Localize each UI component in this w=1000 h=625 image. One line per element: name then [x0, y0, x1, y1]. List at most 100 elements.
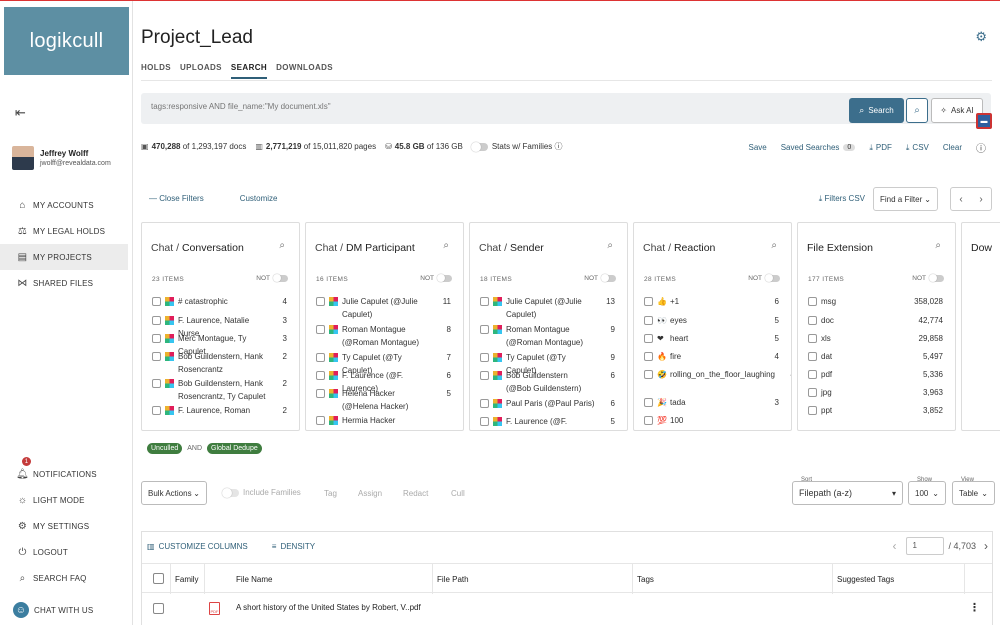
- find-filter-select[interactable]: Find a Filter ⌄: [873, 187, 938, 211]
- csv-export-link[interactable]: ⤓ CSV: [905, 142, 929, 153]
- help-icon[interactable]: ⓘ: [554, 142, 563, 151]
- filter-option[interactable]: doc 42,774: [808, 314, 943, 327]
- filter-checkbox[interactable]: [480, 371, 489, 380]
- extension-icon[interactable]: ▬: [976, 113, 992, 129]
- filter-option[interactable]: Merc Montague, Ty Capulet 3: [152, 332, 287, 358]
- filter-option[interactable]: xls 29,858: [808, 332, 943, 345]
- filter-checkbox[interactable]: [152, 352, 161, 361]
- filter-checkbox[interactable]: [808, 297, 817, 306]
- save-link[interactable]: Save: [748, 143, 767, 152]
- filter-option[interactable]: F. Laurence, Roman 2: [152, 404, 287, 417]
- filter-checkbox[interactable]: [808, 334, 817, 343]
- column-suggested-tags[interactable]: Suggested Tags: [837, 575, 895, 584]
- cull-button[interactable]: Cull: [451, 489, 465, 498]
- filter-checkbox[interactable]: [644, 398, 653, 407]
- select-all-checkbox[interactable]: [153, 573, 164, 584]
- row-menu-icon[interactable]: ⋮: [969, 602, 980, 614]
- filter-option[interactable]: 🎉 tada 3: [644, 396, 779, 409]
- filter-option[interactable]: 🔥 fire 4: [644, 350, 779, 363]
- logikcull-logo[interactable]: logikcull: [4, 7, 129, 75]
- filter-option[interactable]: 💯 100: [644, 414, 779, 427]
- filter-option[interactable]: 👍 +1 6: [644, 295, 779, 308]
- include-families-toggle[interactable]: Include Families: [222, 487, 301, 498]
- ask-ai-button[interactable]: ✧ Ask AI: [931, 98, 983, 123]
- nav-notifications[interactable]: 🔔︎ 1 NOTIFICATIONS: [16, 457, 97, 480]
- search-input[interactable]: [151, 102, 751, 111]
- tab-search[interactable]: SEARCH: [230, 63, 268, 79]
- filter-checkbox[interactable]: [316, 297, 325, 306]
- nav-shared-files[interactable]: ⋈ SHARED FILES: [17, 277, 94, 289]
- filter-option[interactable]: Ty Capulet (@Ty Capulet) 9: [480, 351, 615, 377]
- nav-my-legal-holds[interactable]: ⚖ MY LEGAL HOLDS: [17, 225, 106, 237]
- filter-checkbox[interactable]: [316, 325, 325, 334]
- filter-checkbox[interactable]: [644, 370, 653, 379]
- filter-checkbox[interactable]: [808, 406, 817, 415]
- filter-option[interactable]: F. Laurence (@F. Laurence) 6: [316, 369, 451, 395]
- filter-checkbox[interactable]: [480, 325, 489, 334]
- sort-select[interactable]: Sort Filepath (a-z) ▾: [792, 477, 903, 505]
- collapse-icon[interactable]: ⇤: [15, 105, 26, 120]
- filter-chip-unculled[interactable]: Unculled: [147, 443, 183, 454]
- assign-button[interactable]: Assign: [358, 489, 383, 498]
- nav-chat-with-us[interactable]: ☺ CHAT WITH US: [0, 597, 128, 623]
- filter-checkbox[interactable]: [808, 370, 817, 379]
- redact-button[interactable]: Redact: [403, 489, 429, 498]
- filter-search-icon[interactable]: ⌕: [279, 240, 285, 251]
- close-filters-link[interactable]: — Close Filters: [149, 194, 204, 203]
- filter-chip-global-dedupe[interactable]: Global Dedupe: [207, 443, 262, 454]
- page-input[interactable]: 1: [906, 537, 945, 555]
- customize-filters-link[interactable]: Customize: [239, 194, 278, 203]
- filter-checkbox[interactable]: [152, 379, 161, 388]
- not-toggle[interactable]: NOT: [420, 274, 452, 282]
- chevron-right-icon[interactable]: ›: [984, 539, 988, 553]
- not-toggle[interactable]: NOT: [912, 274, 944, 282]
- filter-option[interactable]: 👀 eyes 5: [644, 314, 779, 327]
- filters-csv-link[interactable]: ⤓ Filters CSV: [818, 194, 865, 203]
- filter-option[interactable]: Paul Paris (@Paul Paris) 6: [480, 397, 615, 410]
- filter-option[interactable]: Julie Capulet (@Julie Capulet) 13: [480, 295, 615, 321]
- customize-columns-button[interactable]: ▥ CUSTOMIZE COLUMNS: [147, 541, 248, 551]
- filter-option[interactable]: 🤣rolling_on_the_floor_laughing4: [644, 368, 791, 381]
- density-button[interactable]: ≡ DENSITY: [271, 541, 316, 551]
- filter-checkbox[interactable]: [644, 297, 653, 306]
- bulk-actions-select[interactable]: Bulk Actions ⌄: [141, 481, 207, 505]
- filter-checkbox[interactable]: [152, 316, 161, 325]
- filter-option[interactable]: # catastrophic 4: [152, 295, 287, 308]
- filter-option[interactable]: Bob Guildenstern, Hank Rosencrantz 2: [152, 350, 287, 376]
- row-checkbox[interactable]: [153, 603, 164, 614]
- help-icon[interactable]: ⓘ: [976, 144, 986, 155]
- query-builder-button[interactable]: ⌕: [906, 98, 928, 123]
- tag-button[interactable]: Tag: [324, 489, 337, 498]
- filter-checkbox[interactable]: [480, 417, 489, 426]
- column-file-path[interactable]: File Path: [437, 575, 469, 584]
- filter-checkbox[interactable]: [808, 352, 817, 361]
- filter-checkbox[interactable]: [808, 388, 817, 397]
- filter-option[interactable]: F. Laurence (@F. Laurence) 5: [480, 415, 615, 430]
- filter-checkbox[interactable]: [480, 353, 489, 362]
- filter-option[interactable]: ppt 3,852: [808, 404, 943, 417]
- nav-my-accounts[interactable]: ⌂ MY ACCOUNTS: [0, 192, 128, 218]
- filter-option[interactable]: Bob Guildenstern (@Bob Guildenstern) 6: [480, 369, 615, 395]
- clear-link[interactable]: Clear: [942, 143, 962, 152]
- user-profile[interactable]: Jeffrey Wolff jwolff@revealdata.com: [12, 146, 111, 170]
- filter-option[interactable]: Ty Capulet (@Ty Capulet) 7: [316, 351, 451, 377]
- filter-checkbox[interactable]: [316, 389, 325, 398]
- filter-checkbox[interactable]: [480, 297, 489, 306]
- filter-option[interactable]: dat 5,497: [808, 350, 943, 363]
- not-toggle[interactable]: NOT: [748, 274, 780, 282]
- filter-option[interactable]: Julie Capulet (@Julie Capulet) 11: [316, 295, 451, 321]
- filter-option[interactable]: Bob Guildenstern, Hank Rosencrantz, Ty C…: [152, 377, 287, 403]
- filter-option[interactable]: pdf 5,336: [808, 368, 943, 381]
- table-row[interactable]: PDF A short history of the United States…: [142, 594, 992, 624]
- families-toggle[interactable]: [470, 141, 488, 152]
- not-toggle[interactable]: NOT: [584, 274, 616, 282]
- filter-search-icon[interactable]: ⌕: [771, 240, 777, 251]
- filter-checkbox[interactable]: [644, 334, 653, 343]
- nav-light-mode[interactable]: ☼ LIGHT MODE: [17, 494, 85, 506]
- nav-logout[interactable]: ⏻ LOGOUT: [18, 546, 68, 558]
- filter-search-icon[interactable]: ⌕: [607, 240, 613, 251]
- filter-checkbox[interactable]: [644, 352, 653, 361]
- tab-holds[interactable]: HOLDS: [141, 63, 171, 72]
- filter-checkbox[interactable]: [316, 416, 325, 425]
- pdf-export-link[interactable]: ⤓ PDF: [869, 142, 892, 153]
